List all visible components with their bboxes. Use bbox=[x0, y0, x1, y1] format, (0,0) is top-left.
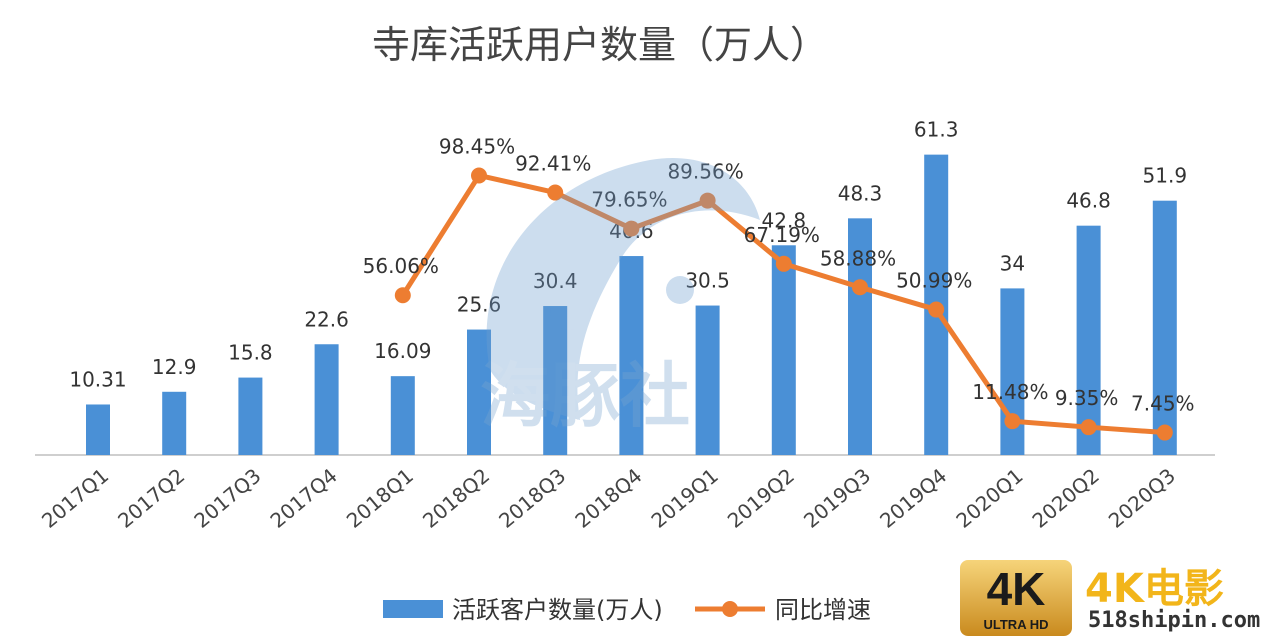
growth-point-2018Q4 bbox=[623, 220, 640, 237]
bar-2019Q1 bbox=[695, 305, 720, 455]
bar-2019Q3 bbox=[848, 218, 872, 455]
growth-point-2020Q2 bbox=[1080, 419, 1097, 436]
legend: 活跃客户数量(万人) 同比增速 bbox=[383, 596, 871, 624]
x-tick-2017Q3: 2017Q3 bbox=[189, 463, 265, 532]
x-tick-2019Q4: 2019Q4 bbox=[875, 463, 951, 532]
bar-2017Q3 bbox=[238, 377, 263, 455]
bar-2019Q2 bbox=[771, 245, 796, 455]
x-tick-2020Q1: 2020Q1 bbox=[951, 463, 1027, 532]
x-tick-2017Q2: 2017Q2 bbox=[113, 463, 189, 532]
legend-bar-label: 活跃客户数量(万人) bbox=[452, 596, 663, 624]
bar-label-2017Q1: 10.31 bbox=[69, 367, 126, 391]
growth-label-2020Q3: 7.45% bbox=[1131, 392, 1195, 416]
bar-label-2017Q2: 12.9 bbox=[152, 355, 197, 379]
growth-point-2019Q2 bbox=[775, 255, 792, 272]
bar-2017Q2 bbox=[162, 391, 187, 455]
growth-point-2019Q1 bbox=[699, 192, 716, 209]
bar-label-2019Q4: 61.3 bbox=[914, 118, 959, 142]
growth-label-2018Q1: 56.06% bbox=[363, 254, 439, 278]
chart-title: 寺库活跃用户数量（万人） bbox=[372, 23, 828, 67]
growth-point-2020Q1 bbox=[1004, 413, 1021, 430]
bar-2017Q1 bbox=[86, 404, 110, 455]
x-tick-2018Q4: 2018Q4 bbox=[570, 463, 646, 532]
growth-point-2018Q1 bbox=[394, 287, 411, 304]
bar-2018Q2 bbox=[467, 329, 491, 455]
bar-series: 10.3112.915.822.616.0925.630.440.630.542… bbox=[69, 118, 1187, 455]
growth-point-2018Q3 bbox=[547, 184, 564, 201]
x-tick-2018Q2: 2018Q2 bbox=[418, 463, 494, 532]
bar-label-2019Q3: 48.3 bbox=[838, 181, 883, 205]
bar-label-2018Q3: 30.4 bbox=[533, 269, 578, 293]
x-tick-2019Q2: 2019Q2 bbox=[723, 463, 799, 532]
growth-label-2020Q2: 9.35% bbox=[1055, 386, 1119, 410]
growth-label-2019Q2: 67.19% bbox=[744, 223, 820, 247]
ultra-hd-badge: 4K ULTRA HD bbox=[960, 560, 1072, 636]
legend-line-label: 同比增速 bbox=[775, 596, 871, 624]
x-tick-2017Q1: 2017Q1 bbox=[37, 463, 113, 532]
bar-2020Q1 bbox=[1000, 288, 1025, 455]
x-tick-2019Q1: 2019Q1 bbox=[647, 463, 723, 532]
growth-label-2019Q4: 50.99% bbox=[896, 269, 972, 293]
bar-label-2020Q3: 51.9 bbox=[1143, 164, 1188, 188]
legend-line-marker bbox=[722, 601, 738, 617]
x-tick-2020Q2: 2020Q2 bbox=[1028, 463, 1104, 532]
bar-2017Q4 bbox=[314, 344, 339, 455]
growth-point-2018Q2 bbox=[471, 167, 487, 184]
watermark-text: 海豚社 bbox=[480, 355, 690, 437]
bar-2018Q3 bbox=[543, 306, 568, 455]
bar-label-2018Q1: 16.09 bbox=[374, 339, 431, 363]
x-tick-2019Q3: 2019Q3 bbox=[799, 463, 875, 532]
bar-2020Q3 bbox=[1152, 200, 1177, 455]
x-tick-2018Q1: 2018Q1 bbox=[342, 463, 418, 532]
brand-text: 4K电影 bbox=[1085, 566, 1224, 612]
bar-label-2020Q2: 46.8 bbox=[1066, 189, 1111, 213]
bar-label-2019Q2: 42.8 bbox=[762, 208, 807, 232]
growth-point-2019Q4 bbox=[928, 301, 945, 318]
bar-2020Q2 bbox=[1076, 225, 1101, 455]
growth-label-2018Q2: 98.45% bbox=[439, 134, 515, 158]
bar-2018Q1 bbox=[390, 376, 415, 455]
growth-point-2020Q3 bbox=[1156, 424, 1173, 441]
badge-main-text: 4K bbox=[986, 563, 1046, 615]
growth-label-2018Q4: 79.65% bbox=[591, 188, 667, 212]
bar-2018Q4 bbox=[619, 256, 644, 455]
site-text: 518shipin.com bbox=[1088, 608, 1261, 633]
x-tick-2017Q4: 2017Q4 bbox=[266, 463, 342, 532]
bar-label-2018Q2: 25.6 bbox=[457, 293, 502, 317]
bar-label-2020Q1: 34 bbox=[1000, 251, 1025, 275]
growth-label-2020Q1: 11.48% bbox=[972, 380, 1048, 404]
legend-bar-swatch bbox=[383, 600, 443, 618]
bar-label-2017Q3: 15.8 bbox=[228, 341, 273, 365]
bar-label-2017Q4: 22.6 bbox=[304, 307, 349, 331]
bar-label-2019Q1: 30.5 bbox=[685, 269, 730, 293]
badge-sub-text: ULTRA HD bbox=[983, 617, 1049, 632]
growth-label-2019Q1: 89.56% bbox=[667, 160, 743, 184]
growth-point-2019Q3 bbox=[852, 279, 868, 296]
x-tick-2018Q3: 2018Q3 bbox=[494, 463, 570, 532]
watermark-logo: 海豚社 bbox=[480, 158, 760, 437]
growth-label-2019Q3: 58.88% bbox=[820, 246, 896, 270]
x-tick-2020Q3: 2020Q3 bbox=[1104, 463, 1180, 532]
growth-series: 56.06% 98.45%92.41%79.65%89.56% 67.19%58.8… bbox=[363, 134, 1195, 441]
growth-label-2018Q3: 92.41% bbox=[515, 152, 591, 176]
x-tick-labels: 2017Q1 2017Q2 2017Q3 2017Q4 2018Q1 2018Q2 2018… bbox=[37, 463, 1180, 532]
